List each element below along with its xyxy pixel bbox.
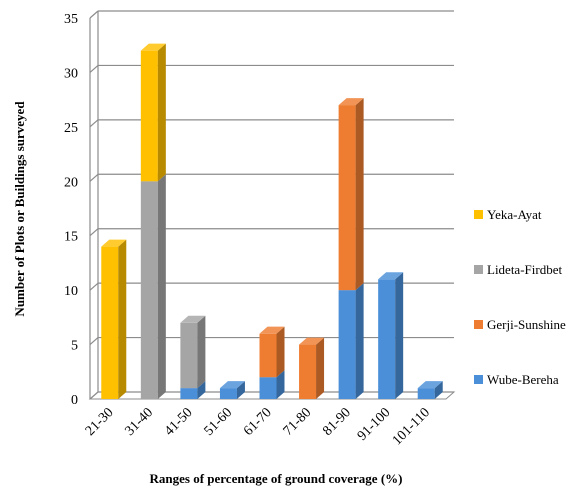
bar-top (299, 337, 325, 345)
gridline-side (89, 391, 99, 400)
legend-swatch (474, 210, 483, 219)
x-tick-label: 71-80 (281, 405, 315, 439)
legend-item: Lideta-Firdbet (474, 262, 562, 277)
bar-top (180, 315, 206, 323)
legend-item: Wube-Bereha (474, 372, 559, 387)
bar-segment (180, 315, 206, 389)
bar-side (276, 370, 285, 399)
bar-front (338, 105, 356, 291)
bar-front (140, 181, 158, 399)
bar-side (157, 174, 166, 399)
bar-front (180, 388, 198, 399)
bar-front (140, 50, 158, 182)
legend-label: Lideta-Firdbet (487, 262, 562, 277)
bar-side (236, 381, 245, 399)
bar-side (118, 239, 127, 399)
bar-front (180, 322, 198, 389)
bar-segment (299, 337, 325, 399)
y-tick-label: 30 (64, 66, 78, 81)
y-tick-label: 10 (64, 284, 78, 299)
bar-side (157, 43, 166, 182)
bar-front (219, 388, 237, 399)
bar-segment (101, 239, 127, 399)
gridline-side (89, 337, 99, 346)
bar-side (355, 283, 364, 399)
bar-side (197, 381, 206, 399)
x-tick-label: 21-30 (83, 405, 117, 439)
bar-front (378, 279, 396, 399)
bar-top (219, 381, 245, 389)
bar-segment (140, 174, 166, 399)
y-tick-label: 35 (64, 12, 78, 27)
y-tick-label: 0 (71, 393, 78, 408)
bar-front (417, 388, 435, 399)
legend-label: Wube-Bereha (487, 372, 559, 387)
legend-swatch (474, 320, 483, 329)
gridline-side (89, 119, 99, 128)
gridline-side (89, 228, 99, 237)
bar-front (259, 377, 277, 399)
x-tick-label: 51-60 (202, 405, 236, 439)
x-tick-label: 41-50 (162, 405, 196, 439)
x-tick-label: 81-90 (320, 405, 354, 439)
bar-top (140, 43, 166, 51)
legend-swatch (474, 265, 483, 274)
x-tick-label: 91-100 (355, 405, 394, 444)
legend-label: Yeka-Ayat (487, 207, 542, 222)
gridline-side (89, 64, 99, 73)
gridline-side (89, 282, 99, 291)
bar-top (378, 272, 404, 280)
x-tick-label: 61-70 (241, 405, 275, 439)
bar-top (259, 326, 285, 334)
x-tick-label: 31-40 (122, 405, 156, 439)
bar-segment (140, 43, 166, 182)
legend-item: Gerji-Sunshine (474, 317, 566, 332)
bar-segment (378, 272, 404, 399)
legend-label: Gerji-Sunshine (487, 317, 566, 332)
bar-side (395, 272, 404, 399)
bar-front (338, 290, 356, 399)
bar-segment (219, 381, 245, 399)
bar-side (316, 337, 325, 399)
bar-front (299, 344, 317, 399)
x-tick-label: 101-110 (390, 405, 433, 448)
legend-item: Yeka-Ayat (474, 207, 542, 222)
bar-side (434, 381, 443, 399)
y-tick-label: 25 (64, 121, 78, 136)
x-axis-title: Ranges of percentage of ground coverage … (150, 471, 403, 486)
bar-front (101, 246, 119, 399)
bar-top (101, 239, 127, 247)
y-axis-title: Number of Plots or Buildings surveyed (12, 101, 27, 317)
bar-segment (338, 283, 364, 399)
bar-top (417, 381, 443, 389)
y-tick-label: 5 (71, 339, 78, 354)
bar-side (197, 315, 206, 389)
bars (101, 43, 443, 399)
bar-segment (259, 326, 285, 378)
bar-front (259, 333, 277, 378)
y-tick-label: 15 (64, 230, 78, 245)
legend-swatch (474, 375, 483, 384)
gridline-side (89, 10, 99, 19)
bar-top (338, 98, 364, 106)
bar-segment (338, 98, 364, 291)
legend: Yeka-Ayat Lideta-Firdbet Gerji-Sunshine Wub… (474, 207, 566, 387)
bar-side (276, 326, 285, 378)
bar-segment (417, 381, 443, 399)
bar-side (355, 98, 364, 291)
y-tick-label: 20 (64, 175, 78, 190)
gridline-side (89, 173, 99, 182)
